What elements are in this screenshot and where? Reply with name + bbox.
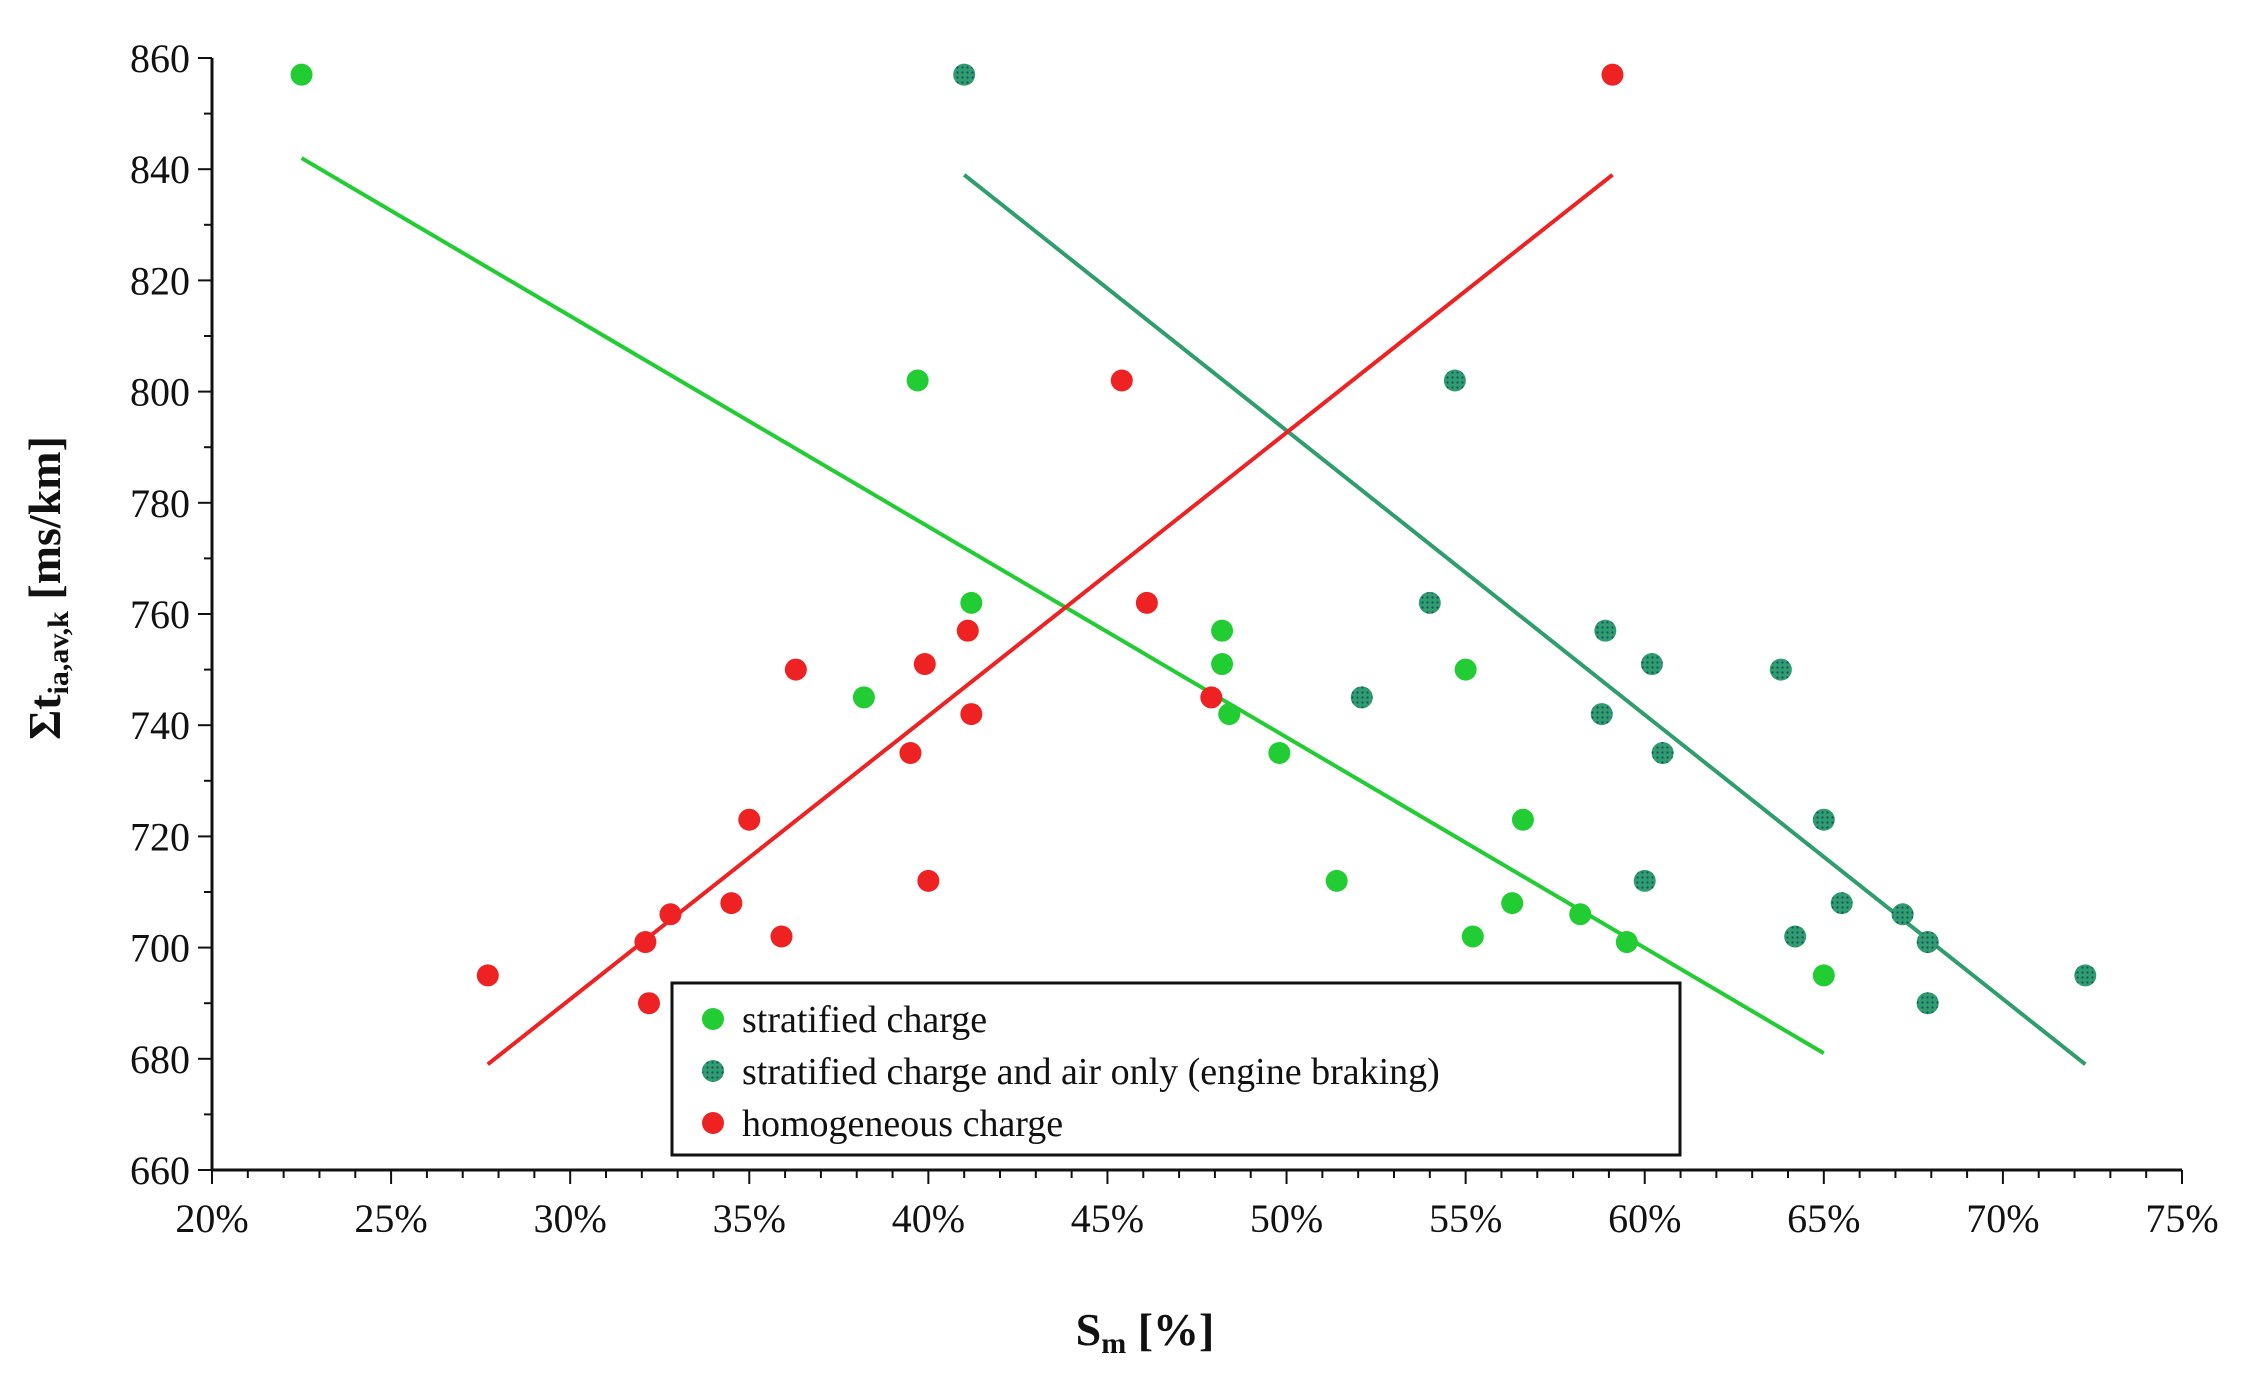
x-tick-label: 40%: [892, 1196, 965, 1241]
data-point: [1200, 686, 1223, 709]
data-point: [1769, 658, 1792, 681]
data-point: [899, 742, 922, 764]
x-tick-label: 75%: [2145, 1196, 2218, 1241]
x-tick-label: 30%: [534, 1196, 607, 1241]
data-point: [1135, 591, 1158, 614]
data-point: [1891, 903, 1914, 926]
data-point: [1418, 591, 1441, 614]
ticks: [198, 57, 2183, 1184]
data-point: [852, 686, 875, 709]
y-tick-label: 680: [130, 1037, 190, 1082]
data-point: [1511, 808, 1534, 831]
trendline: [486, 173, 1614, 1066]
data-point: [659, 903, 682, 926]
data-point: [906, 369, 929, 392]
data-point: [1640, 653, 1663, 676]
data-point: [1110, 369, 1133, 392]
y-tick-label: 740: [130, 703, 190, 748]
data-point: [1350, 686, 1373, 709]
data-point: [1651, 742, 1674, 764]
data-point: [1594, 619, 1617, 642]
y-tick-label: 800: [130, 370, 190, 415]
data-point: [720, 892, 743, 915]
tick-labels: 20% 25% 30% 35% 40% 45% 50% 55% 60% 65% 70% 75% 660 6…: [130, 36, 2219, 1241]
y-tick-label: 780: [130, 481, 190, 526]
x-tick-label: 65%: [1787, 1196, 1860, 1241]
data-point: [1461, 925, 1484, 948]
data-point: [1784, 925, 1807, 948]
data-point: [1601, 63, 1624, 86]
x-tick-label: 55%: [1429, 1196, 1502, 1241]
data-point: [1812, 964, 1835, 987]
data-point: [637, 992, 660, 1015]
trendline: [962, 173, 2087, 1066]
data-point: [634, 931, 657, 954]
data-point: [290, 63, 313, 86]
y-tick-label: 840: [130, 147, 190, 192]
data-point: [1633, 869, 1656, 892]
data-point: [960, 591, 983, 614]
x-tick-label: 35%: [713, 1196, 786, 1241]
data-point: [2074, 964, 2097, 987]
data-point: [1211, 619, 1234, 642]
y-tick-label: 660: [130, 1148, 190, 1193]
y-axis-title: Σtia,av,k [ms/km]: [19, 436, 75, 740]
y-tick-label: 760: [130, 592, 190, 637]
legend-box: [670, 981, 1682, 1157]
data-point: [960, 703, 983, 726]
y-tick-label: 700: [130, 926, 190, 971]
trendlines: [300, 156, 2087, 1066]
data-point: [953, 63, 976, 86]
data-point: [1830, 892, 1853, 915]
data-point: [1454, 658, 1477, 681]
trendline: [300, 156, 1825, 1055]
data-point: [784, 658, 807, 681]
legend-marker: [702, 1112, 724, 1134]
data-point: [476, 964, 499, 987]
legend-label: stratified charge and air only (engine b…: [742, 1051, 1440, 1093]
x-tick-label: 25%: [354, 1196, 427, 1241]
data-point: [1812, 808, 1835, 831]
data-points: [290, 63, 2097, 1015]
data-point: [1218, 703, 1241, 726]
legend-label: homogeneous charge: [742, 1103, 1063, 1145]
x-tick-label: 60%: [1608, 1196, 1681, 1241]
data-point: [770, 925, 793, 948]
y-tick-label: 720: [130, 814, 190, 859]
data-point: [1211, 653, 1234, 676]
data-point: [1501, 892, 1524, 915]
data-point: [1569, 903, 1592, 926]
y-tick-label: 860: [130, 36, 190, 81]
legend-label: stratified charge: [742, 999, 987, 1041]
x-tick-label: 20%: [175, 1196, 248, 1241]
x-axis-title: Sm [%]: [1076, 1304, 1215, 1360]
data-point: [1916, 992, 1939, 1015]
data-point: [1325, 869, 1348, 892]
data-point: [1916, 931, 1939, 954]
data-point: [1443, 369, 1466, 392]
data-point: [913, 653, 936, 676]
data-point: [917, 869, 940, 892]
legend-marker: [702, 1060, 724, 1082]
x-tick-label: 45%: [1071, 1196, 1144, 1241]
x-tick-label: 50%: [1250, 1196, 1323, 1241]
data-point: [1268, 742, 1291, 764]
y-tick-label: 820: [130, 258, 190, 303]
data-point: [1590, 703, 1613, 726]
legend: stratified charge stratified charge and a…: [670, 981, 1682, 1157]
legend-marker: [702, 1008, 724, 1030]
data-point: [956, 619, 979, 642]
x-tick-label: 70%: [1966, 1196, 2039, 1241]
data-point: [1615, 931, 1638, 954]
data-point: [738, 808, 761, 831]
